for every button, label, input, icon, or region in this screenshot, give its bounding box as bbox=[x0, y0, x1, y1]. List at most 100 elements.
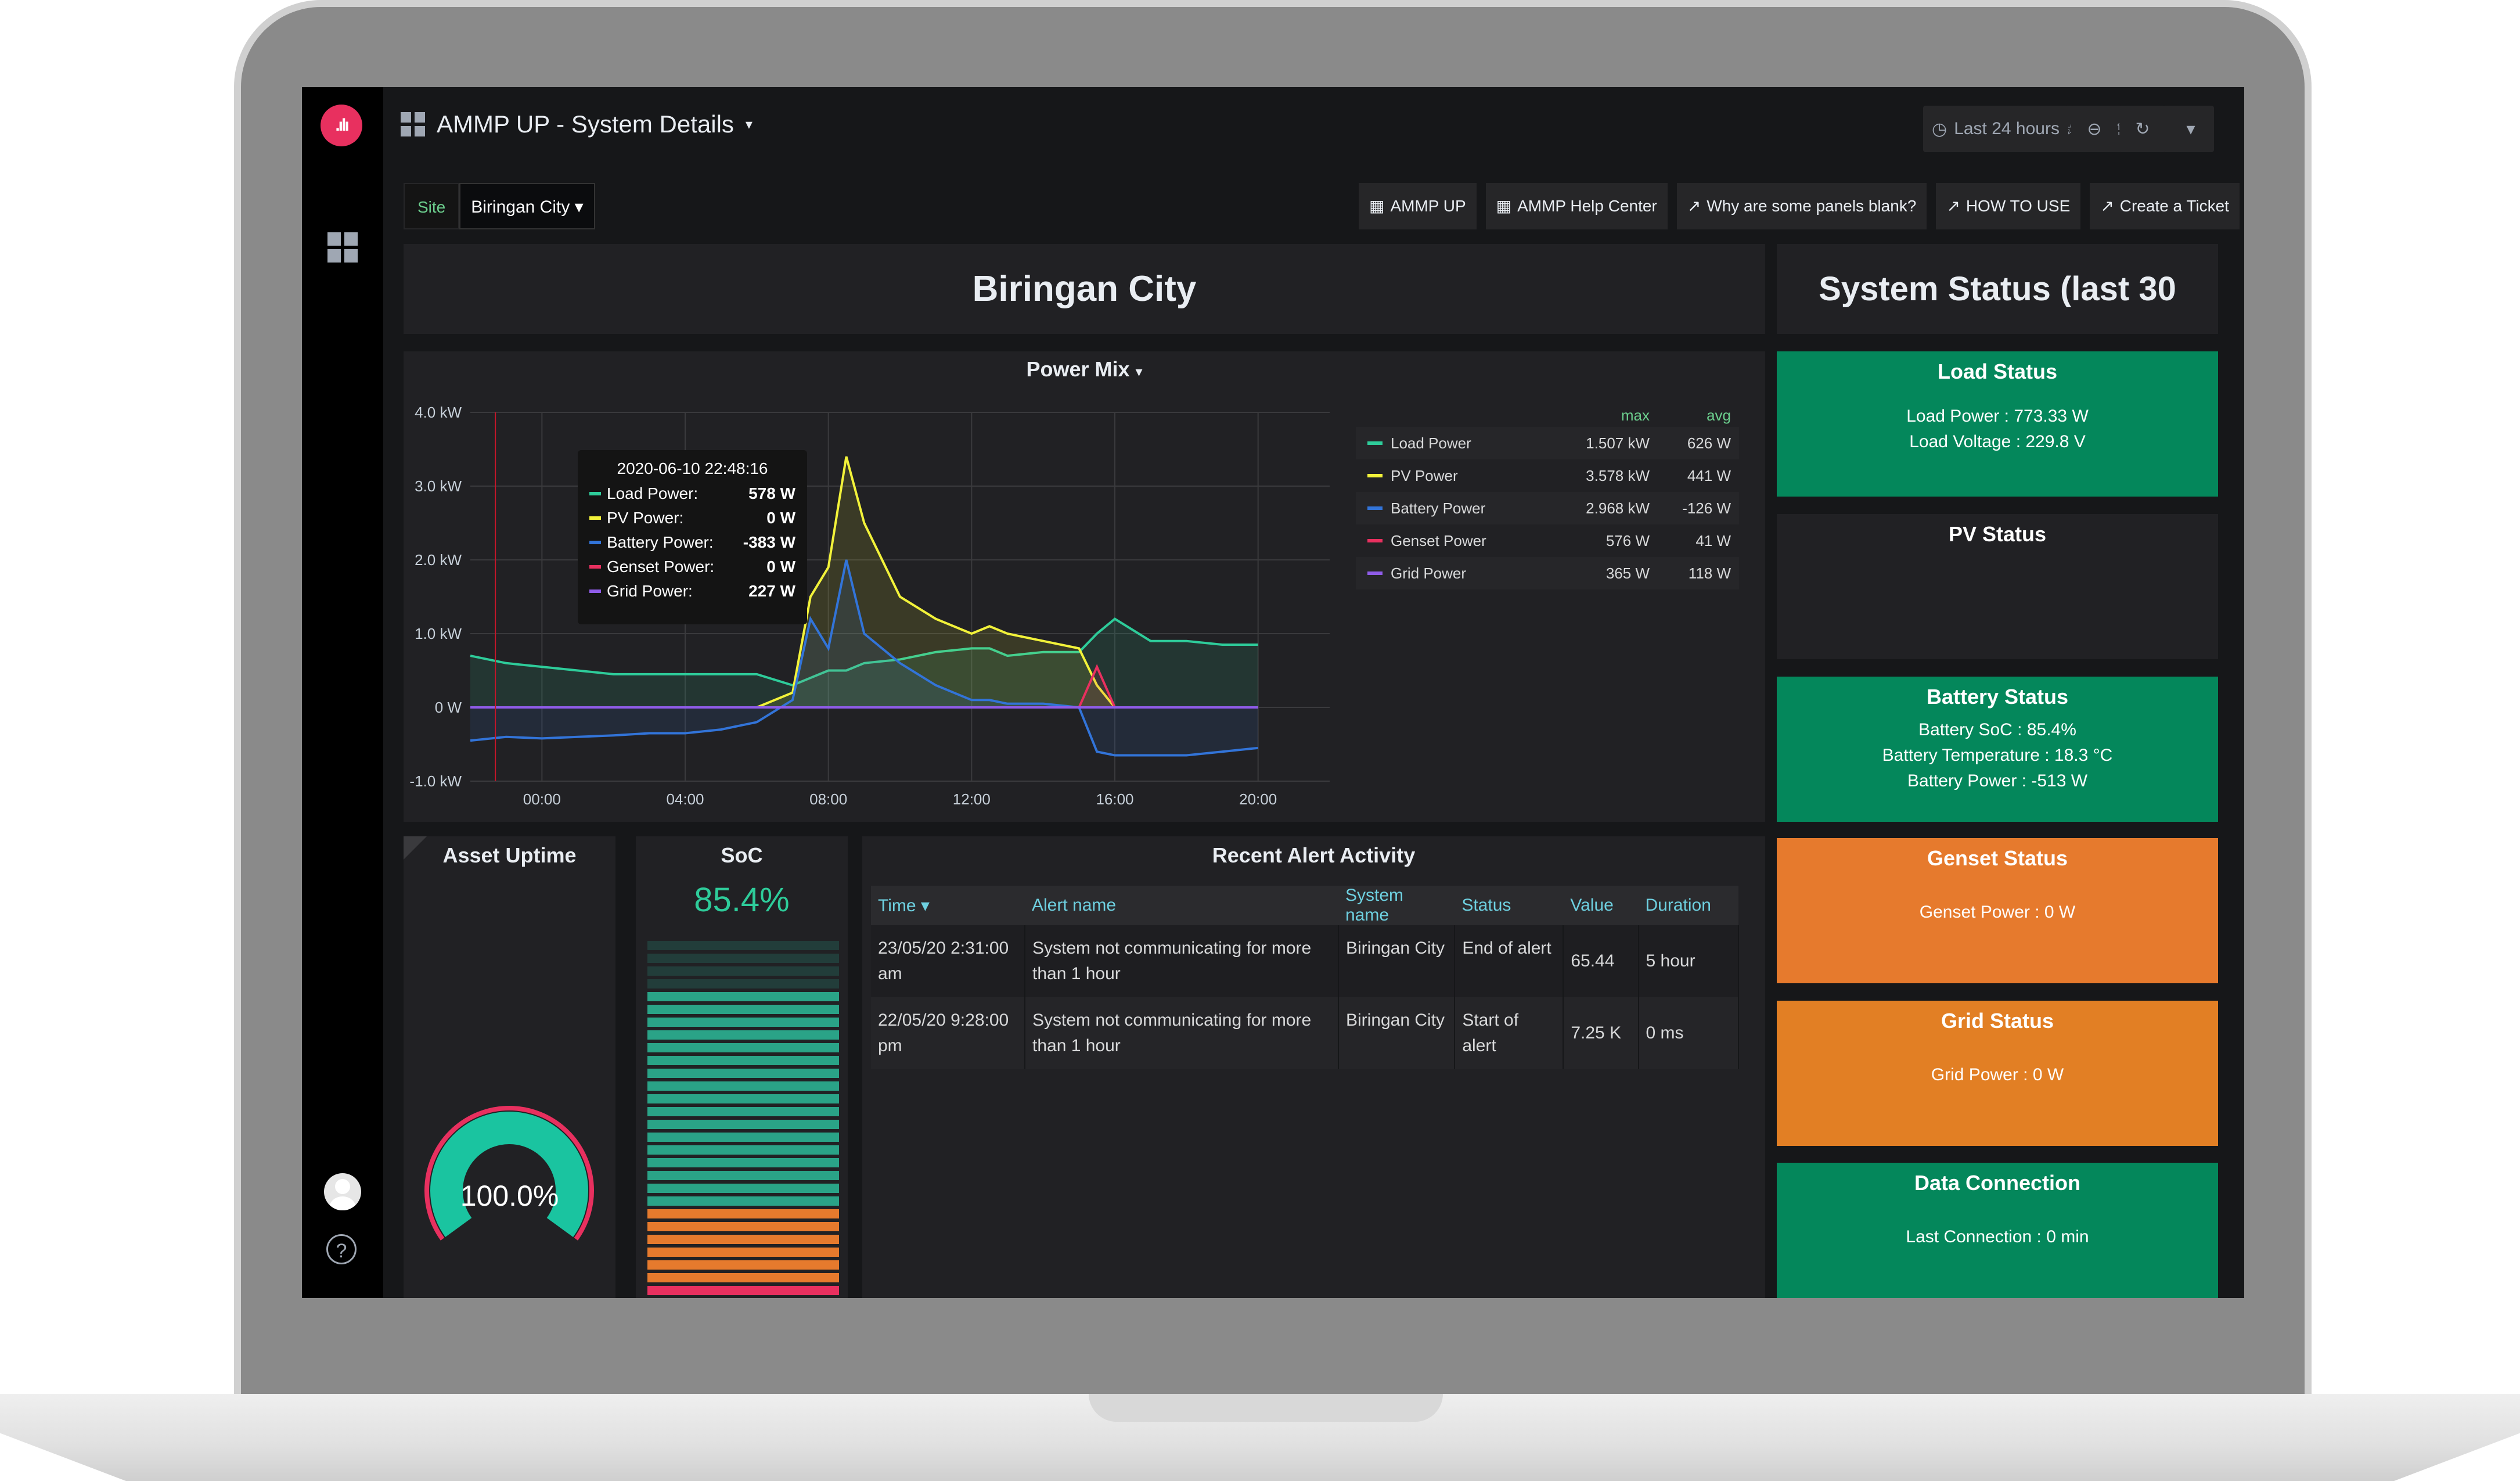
tooltip-value: -383 W bbox=[743, 533, 795, 551]
site-title-panel: Biringan City bbox=[404, 244, 1765, 334]
dashboard-link[interactable]: ↗ HOW TO USE bbox=[1936, 183, 2081, 229]
column-header[interactable]: Duration bbox=[1638, 886, 1738, 925]
y-tick-label: 0 W bbox=[435, 699, 462, 716]
power-mix-panel: Power Mix ▾ 4.0 kW 3.0 kW 2.0 kW 1.0 kW 0 W -… bbox=[404, 351, 1765, 822]
dashboard-link[interactable]: ▦ AMMP Help Center bbox=[1485, 183, 1668, 229]
soc-bar-segment bbox=[647, 1018, 839, 1027]
legend-max-value: 576 W bbox=[1605, 531, 1650, 549]
soc-bar-segment bbox=[647, 1005, 839, 1014]
table-cell: End of alert bbox=[1455, 925, 1564, 997]
help-icon[interactable]: ? bbox=[326, 1234, 357, 1264]
column-header[interactable]: Time ▾ bbox=[871, 886, 1025, 925]
table-cell: 7.25 K bbox=[1563, 997, 1639, 1069]
site-variable-dropdown[interactable]: Biringan City ▾ bbox=[459, 183, 595, 229]
genset-status-panel: Genset Status Genset Power : 0 W bbox=[1777, 838, 2218, 983]
soc-bar-segment bbox=[647, 1222, 839, 1231]
dashboard-link[interactable]: ▦ AMMP UP bbox=[1359, 183, 1477, 229]
column-header[interactable]: Value bbox=[1563, 886, 1639, 925]
battery-temperature-value: Battery Temperature : 18.3 °C bbox=[1882, 746, 2113, 765]
user-avatar[interactable] bbox=[324, 1173, 361, 1210]
caret-down-icon: ▾ bbox=[574, 197, 584, 217]
legend-max-value: 3.578 kW bbox=[1586, 466, 1650, 484]
zoom-out-button[interactable]: ⊖ bbox=[2071, 106, 2118, 152]
tooltip-label: Load Power: bbox=[607, 484, 699, 502]
pv-status-panel: PV Status bbox=[1777, 514, 2218, 659]
tooltip-label: Battery Power: bbox=[607, 533, 714, 551]
legend-swatch bbox=[1367, 441, 1383, 445]
table-row[interactable]: 23/05/20 2:31:00 am System not communicat… bbox=[871, 925, 1739, 997]
dashboard-link[interactable]: ↗ Why are some panels blank? bbox=[1676, 183, 1927, 229]
series-area bbox=[470, 667, 1258, 707]
legend-series-name: Grid Power bbox=[1391, 564, 1467, 582]
zoom-out-icon: ⊖ bbox=[2087, 119, 2102, 139]
legend-series-name: PV Power bbox=[1391, 466, 1458, 484]
dashboard-title[interactable]: AMMP UP - System Details ▾ bbox=[401, 110, 753, 138]
last-connection-value: Last Connection : 0 min bbox=[1906, 1227, 2089, 1246]
soc-bar-segment bbox=[647, 1043, 839, 1052]
table-cell: Start of alert bbox=[1455, 997, 1564, 1069]
data-connection-panel: Data Connection Last Connection : 0 min bbox=[1777, 1163, 2218, 1298]
table-cell: 22/05/20 9:28:00 pm bbox=[871, 997, 1025, 1069]
table-cell: Biringan City bbox=[1338, 997, 1456, 1069]
dashboard-link-label: AMMP Help Center bbox=[1517, 197, 1657, 215]
soc-bar-segment bbox=[647, 966, 839, 976]
series-area bbox=[470, 619, 1258, 707]
tooltip-row: Battery Power: -383 W bbox=[589, 530, 795, 555]
soc-value: 85.4% bbox=[694, 881, 790, 919]
data-connection-title: Data Connection bbox=[1914, 1171, 2080, 1195]
soc-bar-segment bbox=[647, 1107, 839, 1116]
recent-alerts-title: Recent Alert Activity bbox=[1212, 843, 1416, 867]
tooltip-row: Grid Power: 227 W bbox=[589, 579, 795, 603]
legend-avg-value: 41 W bbox=[1695, 531, 1731, 549]
dashboards-icon[interactable] bbox=[327, 232, 358, 263]
dashboard-grid-icon: ▦ bbox=[1496, 197, 1512, 215]
caret-down-icon: ▾ bbox=[745, 116, 753, 132]
dashboard-link[interactable]: ↗ Create a Ticket bbox=[2090, 183, 2240, 229]
table-cell: System not communicating for more than 1… bbox=[1025, 925, 1339, 997]
tooltip-swatch bbox=[589, 516, 601, 520]
column-header[interactable]: System name bbox=[1338, 886, 1455, 925]
panel-info-corner[interactable] bbox=[404, 836, 427, 860]
legend-series-name: Genset Power bbox=[1391, 531, 1486, 549]
table-cell: Biringan City bbox=[1338, 925, 1456, 997]
time-range-button[interactable]: ◷ Last 24 hours bbox=[1923, 106, 2068, 152]
legend-item[interactable]: PV Power 3.578 kW 441 W bbox=[1356, 459, 1739, 492]
table-row[interactable]: 22/05/20 9:28:00 pm System not communicat… bbox=[871, 997, 1739, 1069]
grid-power-value: Grid Power : 0 W bbox=[1931, 1065, 2064, 1084]
soc-panel: SoC 85.4% bbox=[636, 836, 848, 1298]
uptime-value: 100.0% bbox=[460, 1180, 559, 1212]
tooltip-value: 0 W bbox=[766, 509, 795, 527]
grid-status-panel: Grid Status Grid Power : 0 W bbox=[1777, 1001, 2218, 1146]
tooltip-time: 2020-06-10 22:48:16 bbox=[617, 459, 768, 477]
legend-item[interactable]: Genset Power 576 W 41 W bbox=[1356, 524, 1739, 557]
legend-item[interactable]: Load Power 1.507 kW 626 W bbox=[1356, 427, 1739, 459]
refresh-button[interactable]: ↻ bbox=[2119, 106, 2166, 152]
tooltip-swatch bbox=[589, 565, 601, 569]
soc-bar-gauge bbox=[647, 941, 839, 1295]
legend-item[interactable]: Grid Power 365 W 118 W bbox=[1356, 557, 1739, 589]
legend-item[interactable]: Battery Power 2.968 kW -126 W bbox=[1356, 492, 1739, 524]
power-mix-chart[interactable]: 4.0 kW 3.0 kW 2.0 kW 1.0 kW 0 W -1.0 kW 00:00 0… bbox=[404, 380, 1344, 822]
power-mix-title-text: Power Mix bbox=[1026, 357, 1130, 381]
column-header[interactable]: Status bbox=[1455, 886, 1564, 925]
soc-bar-segment bbox=[647, 941, 839, 950]
dashboard-title-text: AMMP UP - System Details bbox=[437, 110, 734, 138]
column-header[interactable]: Alert name bbox=[1025, 886, 1338, 925]
tooltip-label: PV Power: bbox=[607, 509, 684, 527]
refresh-interval-dropdown[interactable]: ▾ bbox=[2168, 106, 2214, 152]
soc-bar-segment bbox=[647, 1184, 839, 1193]
power-mix-title[interactable]: Power Mix ▾ bbox=[404, 357, 1765, 382]
soc-bar-segment bbox=[647, 1133, 839, 1142]
series-line bbox=[470, 617, 1258, 687]
dashboard-screen: .ılı ? AMMP UP - System Details ▾ ☆ ⇪ ▭ … bbox=[302, 87, 2244, 1298]
x-tick-label: 12:00 bbox=[953, 790, 991, 808]
alerts-table: Time ▾ Alert name System name Status Value Du… bbox=[871, 886, 1739, 1069]
app-logo[interactable]: .ılı bbox=[321, 105, 362, 146]
soc-bar-segment bbox=[647, 1273, 839, 1282]
grid-status-title: Grid Status bbox=[1941, 1009, 2054, 1033]
soc-bar-segment bbox=[647, 1260, 839, 1270]
soc-bar-segment bbox=[647, 1081, 839, 1091]
table-cell: 0 ms bbox=[1638, 997, 1739, 1069]
refresh-icon: ↻ bbox=[2135, 119, 2150, 139]
tooltip-value: 227 W bbox=[748, 582, 795, 600]
